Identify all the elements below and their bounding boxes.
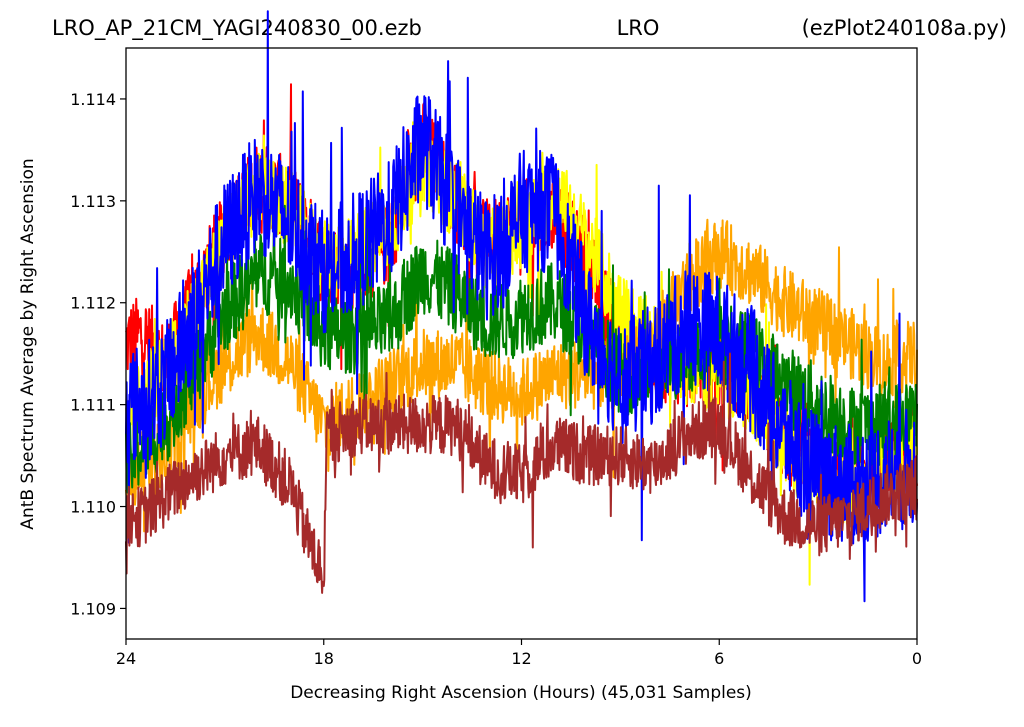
y-tick-label: 1.109 bbox=[70, 599, 116, 618]
y-tick-label: 1.112 bbox=[70, 294, 116, 313]
x-tick-label: 6 bbox=[714, 649, 724, 668]
y-axis-label: AntB Spectrum Average by Right Ascension bbox=[18, 158, 38, 529]
x-tick-label: 24 bbox=[116, 649, 136, 668]
y-tick-label: 1.111 bbox=[70, 396, 116, 415]
y-tick-label: 1.113 bbox=[70, 192, 116, 211]
y-tick-label: 1.114 bbox=[70, 90, 116, 109]
y-axis-ticks: 1.109 1.110 1.111 1.112 1.113 1.114 bbox=[70, 90, 126, 618]
plot-series-group bbox=[125, 10, 918, 603]
series-line-3 bbox=[125, 218, 918, 533]
x-tick-label: 18 bbox=[314, 649, 334, 668]
x-axis-label: Decreasing Right Ascension (Hours) (45,0… bbox=[290, 683, 752, 703]
x-tick-label: 12 bbox=[511, 649, 531, 668]
y-tick-label: 1.110 bbox=[70, 498, 116, 517]
chart-title-right: (ezPlot240108a.py) bbox=[802, 16, 1007, 40]
x-axis-ticks: 24 18 12 6 0 bbox=[116, 639, 922, 668]
chart-title-left: LRO_AP_21CM_YAGI240830_00.ezb bbox=[52, 16, 422, 41]
chart-title-center: LRO bbox=[617, 16, 660, 40]
series-line-5 bbox=[125, 10, 918, 603]
x-tick-label: 0 bbox=[912, 649, 922, 668]
series-line-6 bbox=[125, 352, 918, 594]
